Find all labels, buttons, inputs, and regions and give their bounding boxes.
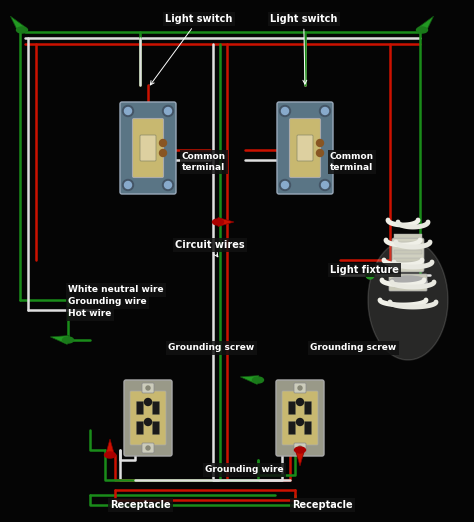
FancyBboxPatch shape — [297, 135, 313, 161]
Text: Light switch: Light switch — [270, 14, 337, 84]
FancyBboxPatch shape — [137, 401, 144, 414]
Circle shape — [122, 105, 134, 116]
FancyBboxPatch shape — [394, 242, 422, 246]
Ellipse shape — [212, 219, 224, 225]
Circle shape — [317, 139, 323, 147]
FancyBboxPatch shape — [294, 443, 306, 453]
Circle shape — [366, 271, 374, 279]
Text: Grounding wire: Grounding wire — [68, 298, 146, 306]
Text: Grounding wire: Grounding wire — [205, 466, 283, 474]
Circle shape — [319, 180, 330, 191]
Circle shape — [145, 398, 152, 406]
Polygon shape — [419, 16, 434, 33]
Text: Grounding screw: Grounding screw — [310, 343, 396, 352]
FancyBboxPatch shape — [276, 380, 324, 456]
Circle shape — [159, 149, 166, 157]
Polygon shape — [50, 336, 69, 345]
FancyBboxPatch shape — [394, 258, 422, 262]
Circle shape — [145, 419, 152, 425]
Text: Light fixture: Light fixture — [330, 265, 399, 275]
FancyBboxPatch shape — [140, 135, 156, 161]
FancyBboxPatch shape — [289, 421, 295, 434]
FancyBboxPatch shape — [304, 401, 311, 414]
FancyBboxPatch shape — [153, 401, 159, 414]
FancyBboxPatch shape — [394, 250, 422, 254]
Polygon shape — [295, 450, 304, 466]
FancyBboxPatch shape — [294, 383, 306, 393]
Circle shape — [164, 182, 172, 188]
FancyBboxPatch shape — [394, 234, 422, 238]
Text: Light switch: Light switch — [150, 14, 232, 85]
Circle shape — [164, 108, 172, 114]
FancyBboxPatch shape — [142, 443, 154, 453]
Circle shape — [282, 182, 289, 188]
FancyBboxPatch shape — [290, 118, 320, 177]
Ellipse shape — [17, 27, 27, 33]
Circle shape — [163, 105, 173, 116]
Text: Receptacle: Receptacle — [110, 500, 171, 510]
FancyBboxPatch shape — [120, 102, 176, 194]
FancyBboxPatch shape — [142, 383, 154, 393]
Text: Circuit wires: Circuit wires — [175, 240, 245, 257]
Circle shape — [146, 446, 150, 450]
Circle shape — [298, 446, 302, 450]
Circle shape — [125, 182, 131, 188]
Circle shape — [321, 182, 328, 188]
Circle shape — [146, 386, 150, 390]
Ellipse shape — [389, 276, 427, 288]
Circle shape — [298, 386, 302, 390]
Circle shape — [280, 105, 291, 116]
Circle shape — [282, 108, 289, 114]
Circle shape — [321, 108, 328, 114]
Text: Common
terminal: Common terminal — [182, 152, 226, 172]
Circle shape — [319, 105, 330, 116]
Text: Receptacle: Receptacle — [292, 500, 353, 510]
FancyBboxPatch shape — [133, 118, 164, 177]
FancyBboxPatch shape — [130, 391, 166, 445]
FancyBboxPatch shape — [282, 391, 318, 445]
Polygon shape — [10, 16, 26, 33]
Ellipse shape — [63, 337, 73, 343]
Circle shape — [163, 180, 173, 191]
Text: Grounding screw: Grounding screw — [168, 343, 254, 352]
Ellipse shape — [104, 452, 116, 458]
FancyBboxPatch shape — [392, 238, 424, 272]
Circle shape — [317, 149, 323, 157]
Circle shape — [122, 180, 134, 191]
Ellipse shape — [253, 377, 264, 383]
Polygon shape — [218, 218, 234, 227]
FancyBboxPatch shape — [389, 274, 427, 291]
Text: Hot wire: Hot wire — [68, 310, 111, 318]
Ellipse shape — [294, 447, 306, 453]
Circle shape — [297, 398, 303, 406]
Ellipse shape — [417, 27, 428, 33]
FancyBboxPatch shape — [153, 421, 159, 434]
FancyBboxPatch shape — [289, 401, 295, 414]
FancyBboxPatch shape — [124, 380, 172, 456]
Text: White neutral wire: White neutral wire — [68, 286, 164, 294]
Polygon shape — [106, 439, 115, 455]
Circle shape — [159, 139, 166, 147]
FancyBboxPatch shape — [304, 421, 311, 434]
Polygon shape — [240, 375, 259, 384]
Circle shape — [297, 419, 303, 425]
Circle shape — [280, 180, 291, 191]
FancyBboxPatch shape — [277, 102, 333, 194]
Circle shape — [125, 108, 131, 114]
Text: Common
terminal: Common terminal — [330, 152, 374, 172]
FancyBboxPatch shape — [137, 421, 144, 434]
Ellipse shape — [368, 240, 448, 360]
